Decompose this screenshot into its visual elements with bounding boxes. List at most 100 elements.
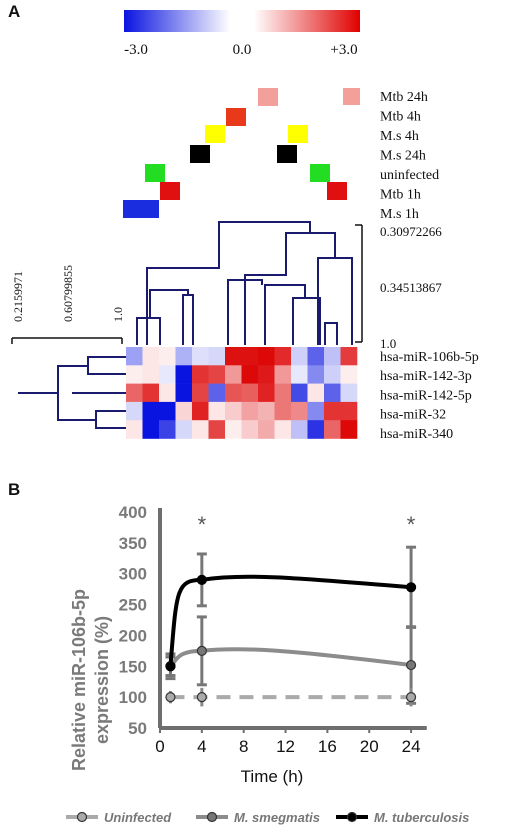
- significance-marker: *: [198, 512, 207, 537]
- heatmap-cell: [208, 365, 226, 384]
- heatmap-cell: [142, 383, 160, 403]
- data-point: [165, 661, 176, 672]
- heatmap-cell: [175, 383, 193, 403]
- y-tick-label: 350: [119, 534, 147, 553]
- data-point: [405, 692, 417, 703]
- condition-swatch-left: [226, 108, 246, 126]
- condition-label: Mtb 1h: [380, 188, 421, 203]
- condition-label: M.s 4h: [380, 129, 419, 144]
- heatmap-cell: [241, 365, 259, 384]
- condition-swatch-left: [258, 88, 278, 106]
- y-axis-label-line2: expression (%): [92, 616, 112, 744]
- condition-swatch-left: [205, 125, 225, 143]
- y-tick-label: 50: [128, 719, 147, 738]
- heatmap-cell: [307, 347, 325, 366]
- condition-swatch-right: [310, 164, 330, 182]
- chart-plot-area: * *: [165, 512, 417, 707]
- legend-marker: [346, 811, 358, 823]
- heatmap-cell: [307, 365, 325, 384]
- legend-label: M. tuberculosis: [374, 810, 469, 825]
- data-point: [196, 692, 207, 703]
- heatmap-cell: [307, 383, 325, 403]
- colorbar: [124, 10, 360, 32]
- mirna-label: hsa-miR-142-5p: [380, 388, 472, 403]
- column-dendrogram: [136, 221, 353, 345]
- heatmap-cell: [159, 347, 176, 366]
- heatmap-cell: [274, 401, 292, 421]
- legend-label: M. smegmatis: [234, 810, 320, 825]
- condition-swatch-left: [190, 145, 210, 163]
- heatmap-cell: [324, 401, 341, 421]
- y-tick-label: 150: [119, 657, 147, 676]
- colorbar-mid-label: 0.0: [233, 42, 252, 58]
- heatmap-cell: [258, 401, 275, 421]
- heatmap-cell: [225, 365, 242, 384]
- heatmap-cell: [175, 347, 193, 366]
- mirna-label: hsa-miR-340: [380, 427, 453, 442]
- heatmap-cell: [291, 347, 308, 366]
- x-tick-label: 12: [276, 737, 295, 756]
- heatmap-cell: [175, 365, 193, 384]
- y-axis-label-line1: Relative miR-106b-5p: [69, 589, 89, 771]
- heatmap-cell: [258, 383, 275, 403]
- x-tick-label: 16: [318, 737, 337, 756]
- heatmap-cell: [241, 420, 259, 439]
- data-point: [196, 645, 207, 656]
- row-scale-tick-1: 0.2159971: [11, 271, 25, 322]
- column-scale-bar: [355, 224, 363, 343]
- legend-marker: [76, 811, 88, 823]
- row-scale-bar: [11, 337, 123, 344]
- heatmap-cell: [192, 401, 209, 421]
- heatmap-cell: [274, 347, 292, 366]
- condition-legend: Mtb 24h Mtb 4h M.s 4h M.s 24h uninfected Mtb …: [343, 88, 439, 222]
- heatmap-cell: [340, 383, 358, 403]
- condition-label: Mtb 24h: [380, 90, 428, 105]
- condition-swatch-left: [123, 200, 159, 218]
- heatmap-cell: [126, 383, 143, 403]
- mirna-label: hsa-miR-106b-5p: [380, 350, 479, 365]
- heatmap-cell: [175, 420, 193, 439]
- heatmap-cell: [142, 420, 160, 439]
- x-axis-label: Time (h): [241, 767, 304, 786]
- heatmap-cell: [159, 401, 176, 421]
- x-tick-label: 24: [402, 737, 421, 756]
- chart-legend: Uninfected M. smegmatis M. tuberculosis: [66, 810, 469, 825]
- heatmap-cell: [192, 347, 209, 366]
- data-point: [405, 659, 417, 671]
- heatmap-cell: [159, 383, 176, 403]
- heatmap-cell: [274, 383, 292, 403]
- data-point: [165, 692, 176, 703]
- heatmap-cell: [192, 420, 209, 439]
- heatmap-cell: [258, 365, 275, 384]
- heatmap-cell: [175, 401, 193, 421]
- heatmap-cell: [324, 420, 341, 439]
- data-point: [405, 582, 417, 593]
- heatmap-cell: [159, 420, 176, 439]
- x-tick-label: 8: [239, 737, 248, 756]
- heatmap-cell: [258, 420, 275, 439]
- condition-swatch-right: [288, 125, 308, 143]
- heatmap-cell: [324, 347, 341, 366]
- heatmap-cell: [225, 383, 242, 403]
- column-scale-tick-1: 0.30972266: [380, 224, 442, 239]
- heatmap-cell: [291, 365, 308, 384]
- condition-label: M.s 1h: [380, 207, 419, 222]
- panel-b-label: B: [8, 480, 21, 499]
- column-scale-tick-3: 1.0: [380, 336, 396, 351]
- legend-swatch: [343, 88, 360, 105]
- heatmap-figure: -3.0 0.0 +3.0 Mtb 24h Mtb 4h M.s 4h M.s 24h…: [11, 10, 479, 442]
- mirna-label: hsa-miR-32: [380, 408, 446, 423]
- condition-swatch-left: [145, 164, 165, 182]
- colorbar-max-label: +3.0: [330, 42, 357, 58]
- heatmap-cell: [340, 401, 358, 421]
- y-tick-label: 250: [119, 596, 147, 615]
- heatmap: [126, 347, 358, 439]
- row-scale-tick-3: 1.0: [111, 307, 125, 322]
- heatmap-cell: [225, 347, 242, 366]
- heatmap-cell: [126, 401, 143, 421]
- x-tick-label: 4: [197, 737, 206, 756]
- mirna-labels: hsa-miR-106b-5p hsa-miR-142-3p hsa-miR-142…: [380, 350, 479, 442]
- condition-swatch-right: [277, 145, 297, 163]
- heatmap-cell: [142, 365, 160, 384]
